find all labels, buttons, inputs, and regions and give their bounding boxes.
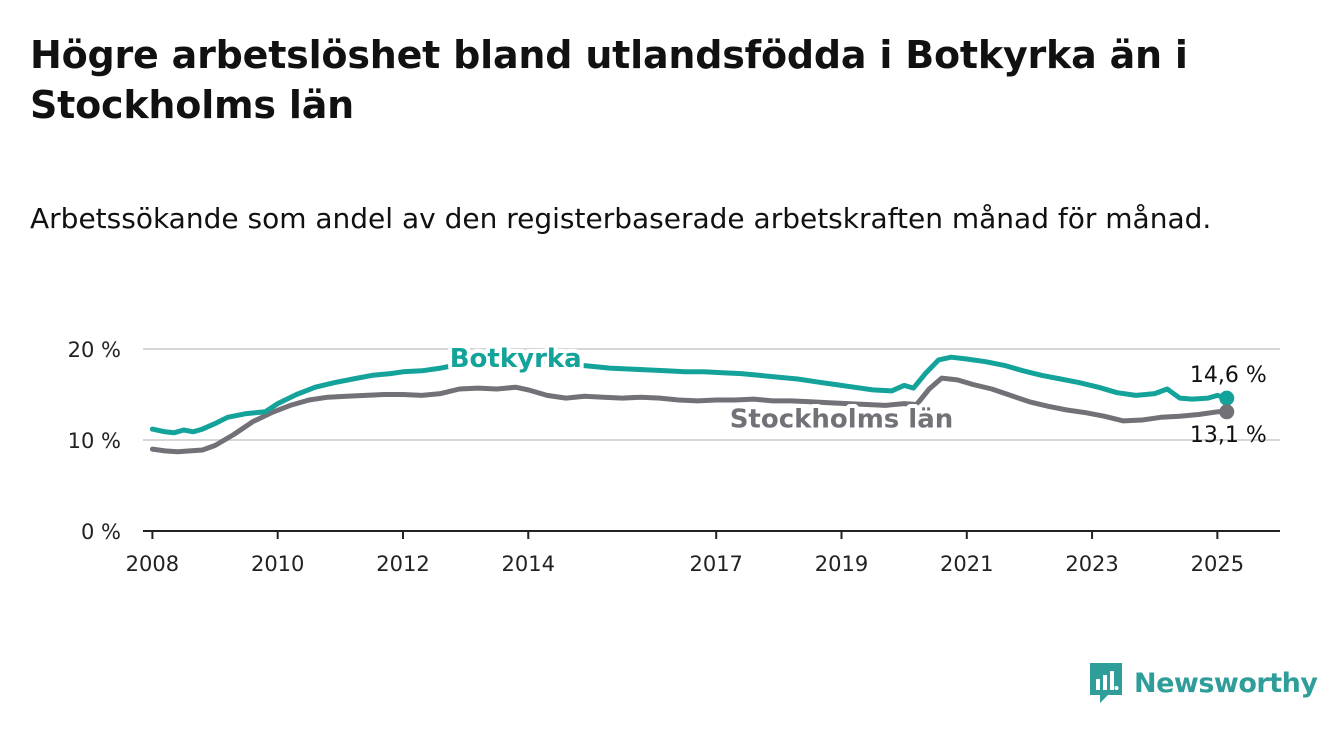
x-tick-label: 2025	[1191, 552, 1244, 576]
chart-subtitle: Arbetssökande som andel av den registerb…	[30, 202, 1212, 235]
labels: 0 % 10 % 20 % 14,6 % 13,1 % Botkyrka Stockholm…	[68, 338, 1267, 544]
y-tick-label: 20 %	[68, 338, 121, 362]
end-value-label-botkyrka: 14,6 %	[1190, 363, 1267, 388]
x-tick-label: 2021	[940, 552, 993, 576]
series-line-botkyrka	[149, 354, 1230, 436]
x-tick-label: 2023	[1065, 552, 1118, 576]
series-name-label-stockholms-lan: Stockholms län	[730, 405, 954, 435]
series-line-stockholms-lan	[149, 375, 1230, 455]
x-tick-label: 2014	[502, 552, 555, 576]
grid-lines	[143, 348, 1280, 441]
x-tick-label: 2010	[251, 552, 304, 576]
brand-name: Newsworthy	[1134, 667, 1318, 699]
newsworthy-logo-icon	[1090, 663, 1122, 703]
brand-logo: Newsworthy	[1088, 660, 1318, 706]
series-name-label-botkyrka: Botkyrka	[450, 344, 582, 374]
x-tick-label: 2017	[689, 552, 742, 576]
x-tick-label: 2012	[376, 552, 429, 576]
end-point-stockholms-lan	[1219, 404, 1235, 420]
x-tick-label: 2019	[815, 552, 868, 576]
x-axis: 2008 2010 2012 2014 2017 2019 2021 2023 2025	[126, 530, 1280, 576]
x-tick-label: 2008	[126, 552, 179, 576]
chart-title: Högre arbetslöshet bland utlandsfödda i …	[30, 33, 1188, 127]
end-value-label-stockholms-lan: 13,1 %	[1190, 423, 1267, 448]
y-tick-label: 10 %	[68, 429, 121, 453]
series-lines	[149, 354, 1235, 455]
y-tick-label: 0 %	[81, 520, 121, 544]
end-point-botkyrka	[1219, 390, 1235, 406]
